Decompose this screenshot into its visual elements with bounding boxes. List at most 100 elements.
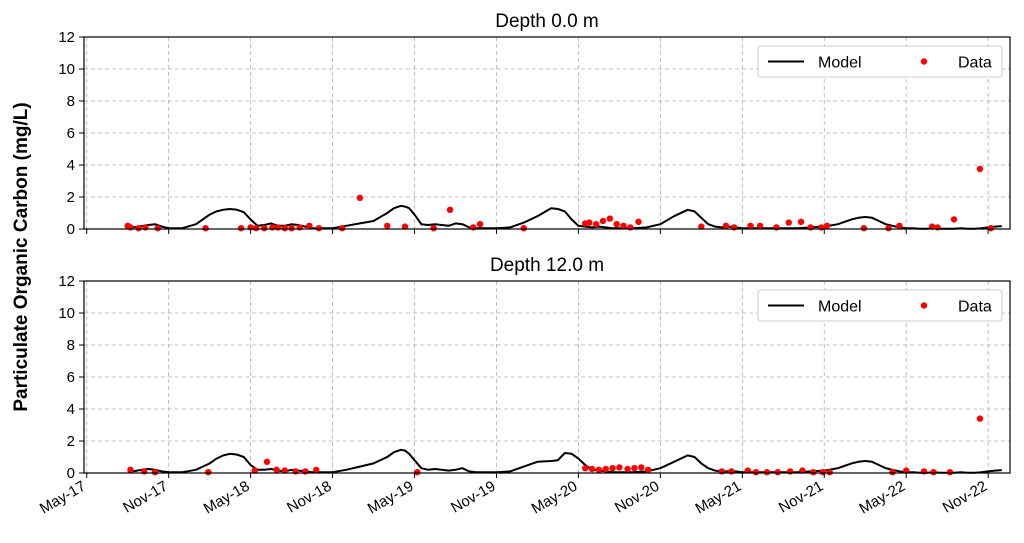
data-point <box>987 225 995 232</box>
x-tick-label: Nov-18 <box>284 478 334 517</box>
x-tick-label: May-21 <box>692 478 744 518</box>
data-point <box>292 468 299 475</box>
y-tick-label: 4 <box>67 401 75 418</box>
data-point <box>810 469 817 476</box>
chart-panels: 0 2 4 6 8 10 12 Depth 0.0 m Model Data 0 2 4 6 8 10 12 De… <box>37 11 1011 518</box>
data-point <box>644 466 652 473</box>
data-point <box>288 225 295 232</box>
data-point <box>930 469 937 476</box>
data-point <box>889 469 896 476</box>
data-point <box>154 225 161 232</box>
data-point <box>823 222 831 229</box>
data-point <box>274 224 282 231</box>
data-point <box>202 225 209 232</box>
data-point <box>860 225 868 232</box>
data-point <box>728 468 735 475</box>
y-tick-label: 8 <box>67 93 75 110</box>
data-point <box>799 467 806 474</box>
data-point <box>142 224 149 231</box>
data-point <box>263 458 271 465</box>
x-tick-labels: May-17 Nov-17 May-18 Nov-18 May-19 Nov-19 May-… <box>37 478 990 518</box>
data-point <box>252 225 260 232</box>
legend-data-label: Data <box>958 299 992 316</box>
data-point <box>747 222 754 229</box>
data-point <box>763 469 771 476</box>
legend-frame <box>757 45 1003 78</box>
data-point <box>302 468 309 475</box>
data-point <box>401 223 409 230</box>
x-tick-label: May-20 <box>529 478 581 518</box>
legend-data-swatch <box>920 302 928 309</box>
data-point <box>616 464 623 471</box>
x-tick-label: May-22 <box>856 478 908 518</box>
y-tick-label: 0 <box>67 465 75 482</box>
x-tick-label: Nov-21 <box>776 478 826 517</box>
data-point <box>582 465 589 472</box>
data-point <box>251 467 258 474</box>
data-point <box>903 467 910 474</box>
data-point <box>826 469 833 476</box>
data-point <box>896 222 903 229</box>
legend-model-label: Model <box>818 299 862 316</box>
data-point <box>476 221 484 228</box>
data-point <box>744 467 751 474</box>
data-point <box>638 464 645 471</box>
data-point <box>446 206 454 213</box>
x-tick-label: Nov-19 <box>448 478 498 517</box>
y-tick-label: 10 <box>58 305 75 322</box>
data-point <box>773 224 780 231</box>
data-point <box>752 469 760 476</box>
data-point <box>786 468 794 475</box>
panel-title: Depth 12.0 m <box>490 255 604 276</box>
data-point <box>306 222 313 229</box>
y-tick-label: 2 <box>67 189 75 206</box>
data-point <box>613 221 620 228</box>
panel-title: Depth 0.0 m <box>495 11 599 32</box>
data-point <box>588 465 596 473</box>
data-point <box>135 225 142 232</box>
data-point <box>470 224 477 231</box>
x-tick-label: Nov-20 <box>612 478 662 517</box>
data-point <box>315 225 323 232</box>
data-point <box>950 216 958 223</box>
data-point <box>976 165 984 173</box>
data-point <box>797 218 805 225</box>
y-axis-label: Particulate Organic Carbon (mg/L) <box>11 102 32 411</box>
data-point <box>602 465 609 473</box>
data-point <box>356 194 364 201</box>
data-point <box>592 221 600 228</box>
x-tick-label: Nov-22 <box>940 478 990 517</box>
y-tick-label: 6 <box>67 125 75 142</box>
data-point <box>586 219 593 226</box>
legend: Model Data <box>757 45 1003 78</box>
data-point <box>635 218 642 225</box>
data-point <box>722 222 730 229</box>
legend-data-label: Data <box>958 55 992 72</box>
model-series-line <box>127 448 1002 474</box>
x-tick-label: May-18 <box>201 478 253 518</box>
model-series-line <box>127 204 1002 230</box>
chart-panel-1: 0 2 4 6 8 10 12 Depth 0.0 m Model Data <box>58 11 1011 238</box>
data-point <box>774 469 782 476</box>
data-point <box>609 465 616 472</box>
data-point <box>414 469 421 476</box>
y-tick-label: 10 <box>58 61 75 78</box>
data-point <box>151 469 159 476</box>
legend-data-swatch <box>920 58 928 65</box>
legend-frame <box>757 289 1003 322</box>
data-point <box>698 223 705 230</box>
data-point <box>261 225 268 232</box>
data-point <box>205 469 212 476</box>
data-point <box>599 217 607 225</box>
data-point <box>273 466 280 473</box>
data-point <box>730 224 738 231</box>
data-point <box>281 467 288 474</box>
data-point <box>384 222 391 229</box>
data-point <box>127 466 134 473</box>
data-point <box>127 224 134 231</box>
chart-panel-2: 0 2 4 6 8 10 12 Depth 12.0 m Model Data <box>58 255 1011 482</box>
data-point <box>296 224 303 231</box>
data-point <box>312 466 320 473</box>
data-point <box>606 215 614 222</box>
